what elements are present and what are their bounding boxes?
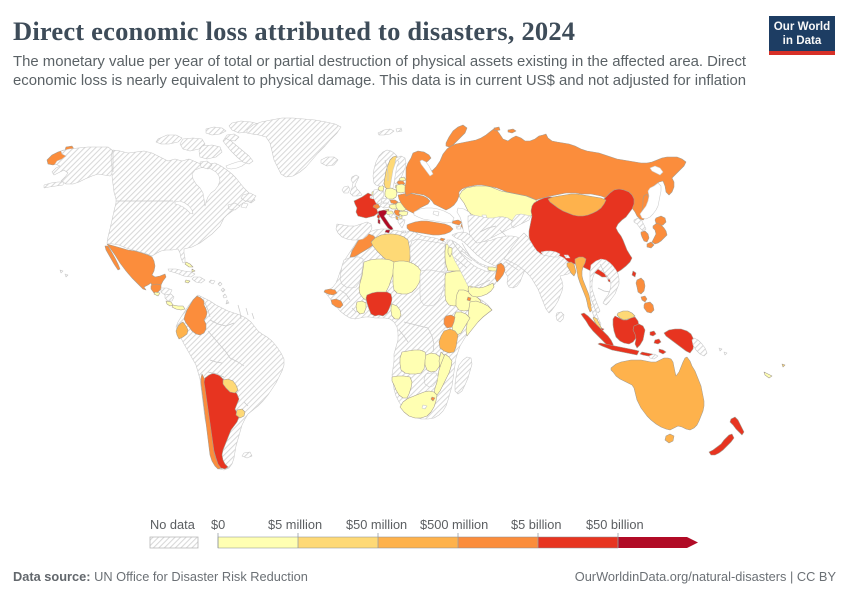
svg-text:$0: $0	[211, 517, 225, 532]
svg-text:No data: No data	[150, 517, 196, 532]
svg-text:$500 million: $500 million	[420, 517, 488, 532]
svg-text:$5 billion: $5 billion	[511, 517, 562, 532]
svg-text:$50 billion: $50 billion	[586, 517, 644, 532]
svg-text:$50 million: $50 million	[346, 517, 407, 532]
svg-text:$5 million: $5 million	[268, 517, 322, 532]
